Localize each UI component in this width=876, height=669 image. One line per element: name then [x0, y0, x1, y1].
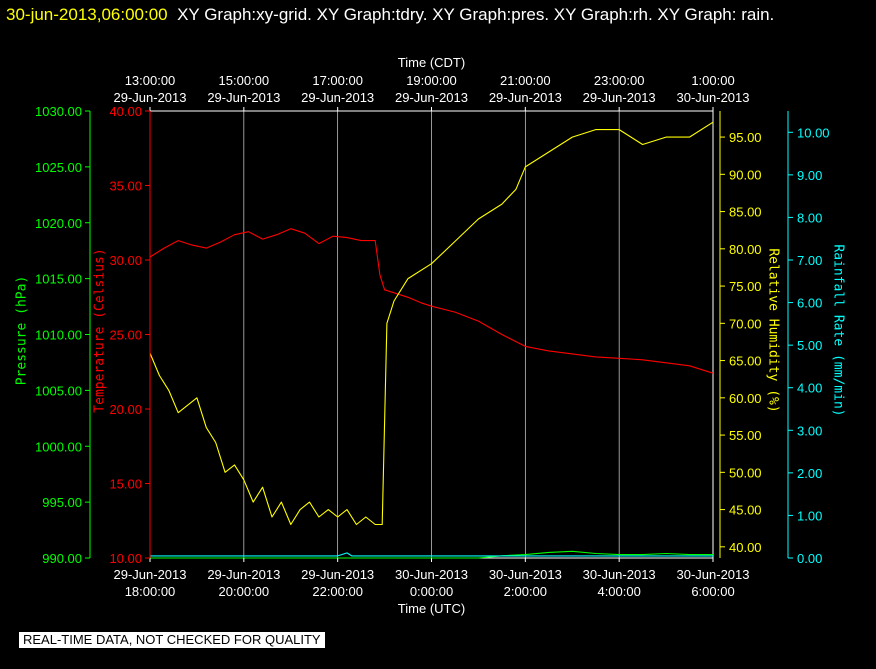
x-bottom-tick-label: 30-Jun-2013 [583, 567, 656, 582]
chart-timestamp: 30-jun-2013,06:00:00 [6, 5, 168, 24]
x-bottom-tick-label: 2:00:00 [504, 584, 547, 599]
x-top-tick-label: 13:00:00 [125, 73, 176, 88]
humidity-axis-label: Relative Humidity (%) [765, 247, 781, 413]
humidity-tick-label: 55.00 [729, 428, 762, 443]
temperature-tick-label: 20.00 [109, 402, 142, 417]
x-top-tick-label: 29-Jun-2013 [583, 90, 656, 105]
pressure-axis-label: Pressure (hPa) [14, 275, 30, 385]
x-bottom-tick-label: 30-Jun-2013 [395, 567, 468, 582]
x-top-tick-label: 29-Jun-2013 [395, 90, 468, 105]
pressure-tick-label: 1025.00 [35, 160, 82, 175]
humidity-tick-label: 45.00 [729, 503, 762, 518]
x-top-tick-label: 29-Jun-2013 [114, 90, 187, 105]
humidity-tick-label: 85.00 [729, 205, 762, 220]
pressure-tick-label: 990.00 [42, 551, 82, 566]
rain-tick-label: 6.00 [797, 296, 822, 311]
x-bottom-tick-label: 22:00:00 [312, 584, 363, 599]
x-top-tick-label: 1:00:00 [691, 73, 734, 88]
x-top-tick-label: 23:00:00 [594, 73, 645, 88]
rain-tick-label: 9.00 [797, 168, 822, 183]
x-top-tick-label: 29-Jun-2013 [207, 90, 280, 105]
humidity-tick-label: 60.00 [729, 391, 762, 406]
pressure-tick-label: 1000.00 [35, 439, 82, 454]
humidity-tick-label: 70.00 [729, 316, 762, 331]
x-bottom-tick-label: 30-Jun-2013 [489, 567, 562, 582]
x-bottom-axis-label: Time (UTC) [398, 601, 465, 616]
x-top-axis-label: Time (CDT) [398, 55, 465, 70]
pressure-tick-label: 1005.00 [35, 383, 82, 398]
humidity-tick-label: 80.00 [729, 242, 762, 257]
humidity-tick-label: 90.00 [729, 167, 762, 182]
pressure-tick-label: 995.00 [42, 495, 82, 510]
pressure-tick-label: 1030.00 [35, 104, 82, 119]
temperature-tick-label: 40.00 [109, 104, 142, 119]
humidity-series-line [149, 121, 714, 526]
x-bottom-tick-label: 0:00:00 [410, 584, 453, 599]
x-top-tick-label: 15:00:00 [219, 73, 270, 88]
x-bottom-tick-label: 6:00:00 [691, 584, 734, 599]
temperature-tick-label: 35.00 [109, 179, 142, 194]
x-top-tick-label: 29-Jun-2013 [489, 90, 562, 105]
x-top-tick-label: 30-Jun-2013 [677, 90, 750, 105]
rain-tick-label: 4.00 [797, 381, 822, 396]
x-top-tick-label: 19:00:00 [406, 73, 457, 88]
rain-tick-label: 3.00 [797, 423, 822, 438]
pressure-series-line [150, 550, 713, 559]
x-bottom-tick-label: 29-Jun-2013 [207, 567, 280, 582]
pressure-tick-label: 1010.00 [35, 328, 82, 343]
rain-tick-label: 8.00 [797, 210, 822, 225]
rain-tick-label: 7.00 [797, 253, 822, 268]
humidity-tick-label: 95.00 [729, 130, 762, 145]
rain-tick-label: 1.00 [797, 508, 822, 523]
humidity-tick-label: 65.00 [729, 354, 762, 369]
pressure-tick-label: 1020.00 [35, 216, 82, 231]
humidity-tick-label: 50.00 [729, 465, 762, 480]
x-bottom-tick-label: 29-Jun-2013 [114, 567, 187, 582]
chart-title: 30-jun-2013,06:00:00 XY Graph:xy-grid. X… [6, 2, 866, 28]
rain-tick-label: 0.00 [797, 551, 822, 566]
x-bottom-tick-label: 30-Jun-2013 [677, 567, 750, 582]
x-bottom-tick-label: 29-Jun-2013 [301, 567, 374, 582]
temperature-tick-label: 25.00 [109, 328, 142, 343]
x-top-tick-label: 29-Jun-2013 [301, 90, 374, 105]
pressure-tick-label: 1015.00 [35, 272, 82, 287]
temperature-tick-label: 30.00 [109, 253, 142, 268]
temperature-tick-label: 10.00 [109, 551, 142, 566]
temperature-tick-label: 15.00 [109, 477, 142, 492]
x-top-tick-label: 21:00:00 [500, 73, 551, 88]
humidity-tick-label: 40.00 [729, 540, 762, 555]
x-bottom-tick-label: 20:00:00 [219, 584, 270, 599]
rain-tick-label: 10.00 [797, 125, 830, 140]
humidity-tick-label: 75.00 [729, 279, 762, 294]
rain-series-line [150, 552, 713, 557]
x-bottom-tick-label: 18:00:00 [125, 584, 176, 599]
x-bottom-tick-label: 4:00:00 [597, 584, 640, 599]
temperature-series-line [149, 228, 714, 374]
rain-axis-label: Rainfall Rate (mm/min) [830, 243, 846, 417]
temperature-axis-label: Temperature (Celsius) [92, 247, 108, 413]
quality-notice: REAL-TIME DATA, NOT CHECKED FOR QUALITY [19, 632, 325, 648]
chart-graph-list: XY Graph:xy-grid. XY Graph:tdry. XY Grap… [177, 5, 775, 24]
x-top-tick-label: 17:00:00 [312, 73, 363, 88]
rain-tick-label: 2.00 [797, 466, 822, 481]
rain-tick-label: 5.00 [797, 338, 822, 353]
